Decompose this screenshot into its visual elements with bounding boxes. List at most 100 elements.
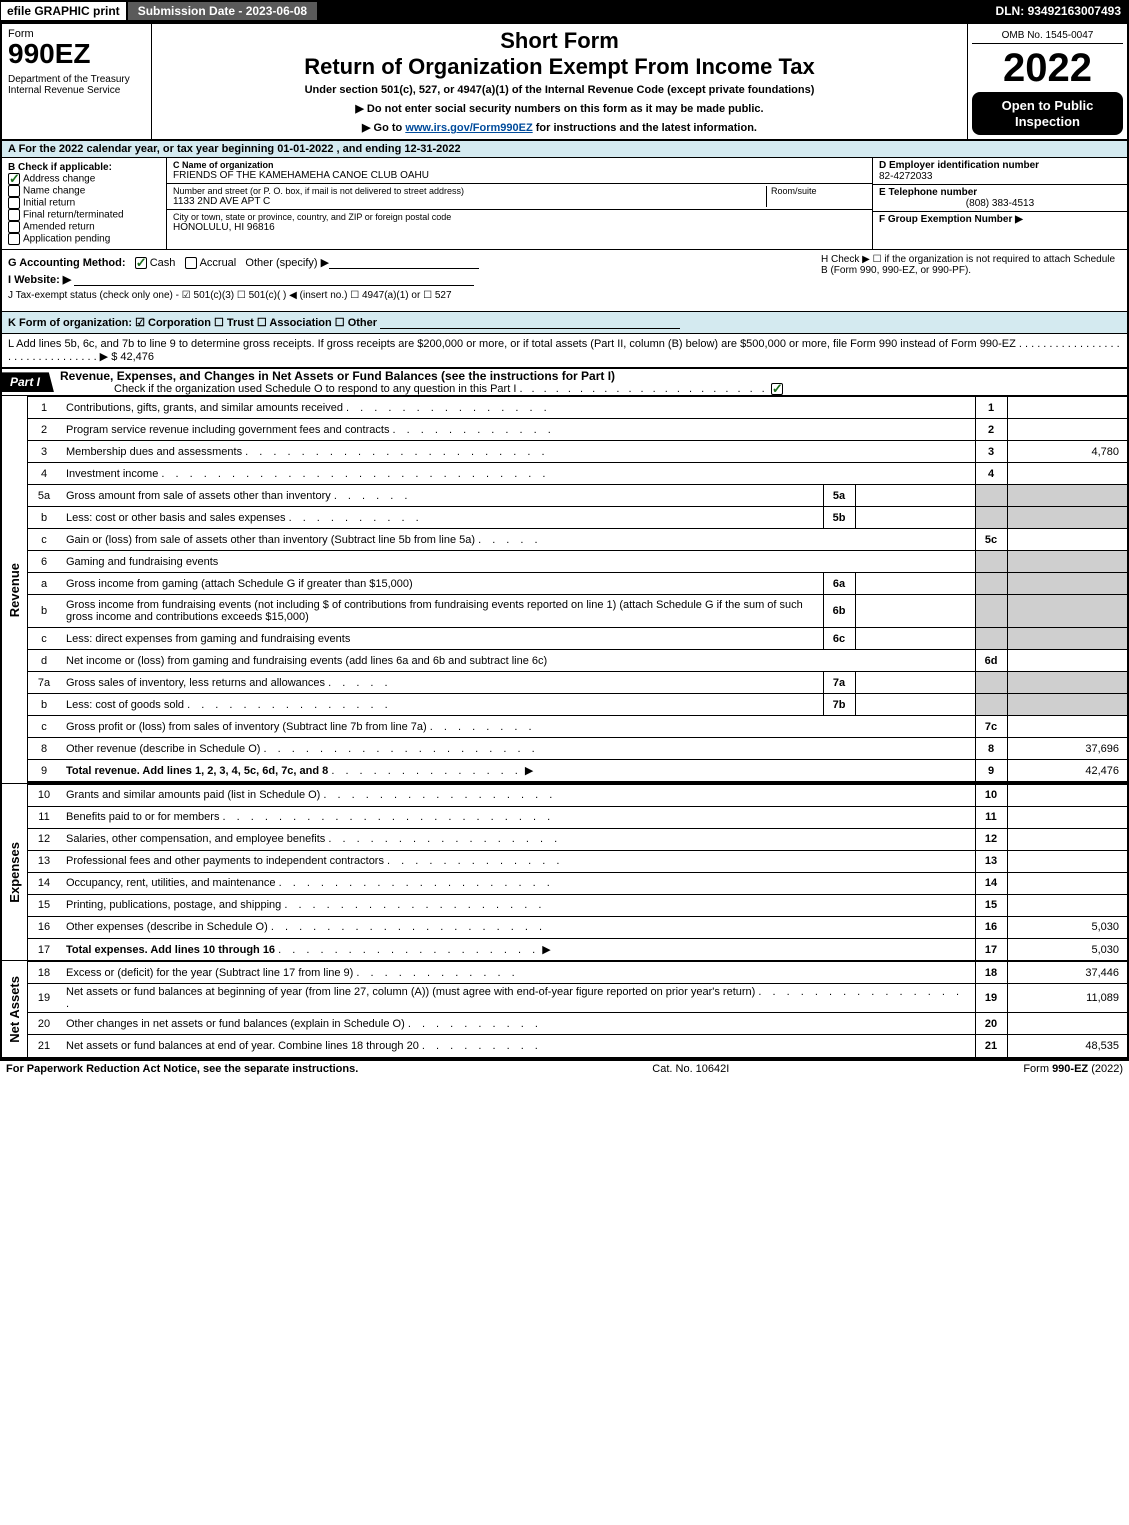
ending-balance-value: 48,535 (1007, 1035, 1127, 1057)
total-revenue-value: 42,476 (1007, 760, 1127, 782)
section-h: H Check ▶ ☐ if the organization is not r… (821, 254, 1121, 276)
other-expenses-value: 5,030 (1007, 916, 1127, 938)
form-number: 990EZ (8, 40, 145, 68)
checkbox-icon (8, 197, 20, 209)
line-8: 8 Other revenue (describe in Schedule O)… (28, 738, 1127, 760)
checkbox-icon (8, 209, 20, 221)
city-cell: City or town, state or province, country… (167, 210, 872, 235)
room-suite-label: Room/suite (771, 186, 866, 196)
short-form-title: Short Form (160, 28, 959, 54)
form-container: Form 990EZ Department of the Treasury In… (0, 22, 1129, 1059)
revenue-label-vertical: Revenue (2, 396, 28, 783)
submission-date: Submission Date - 2023-06-08 (127, 1, 318, 21)
other-revenue-value: 37,696 (1007, 738, 1127, 760)
revenue-block: Revenue 1 Contributions, gifts, grants, … (2, 396, 1127, 783)
part-1-title: Revenue, Expenses, and Changes in Net As… (54, 369, 615, 383)
line-6: 6 Gaming and fundraising events (28, 551, 1127, 573)
ein-cell: D Employer identification number 82-4272… (873, 158, 1127, 185)
checkbox-icon (8, 233, 20, 245)
dln: DLN: 93492163007493 (996, 4, 1129, 18)
check-amended-return[interactable]: Amended return (8, 221, 160, 233)
footer-right: Form 990-EZ (2022) (1023, 1063, 1123, 1075)
efile-graphic-print[interactable]: efile GRAPHIC print (0, 1, 127, 21)
org-name: FRIENDS OF THE KAMEHAMEHA CANOE CLUB OAH… (173, 170, 866, 181)
line-6c: c Less: direct expenses from gaming and … (28, 628, 1127, 650)
header-row: Form 990EZ Department of the Treasury In… (2, 24, 1127, 141)
line-5c: c Gain or (loss) from sale of assets oth… (28, 529, 1127, 551)
section-d-e-f: D Employer identification number 82-4272… (872, 158, 1127, 249)
net-assets-table: 18 Excess or (deficit) for the year (Sub… (28, 961, 1127, 1057)
line-3: 3 Membership dues and assessments . . . … (28, 441, 1127, 463)
org-name-cell: C Name of organization FRIENDS OF THE KA… (167, 158, 872, 184)
line-13: 13 Professional fees and other payments … (28, 850, 1127, 872)
department: Department of the Treasury Internal Reve… (8, 74, 145, 96)
footer-center: Cat. No. 10642I (652, 1063, 729, 1075)
line-7a: 7a Gross sales of inventory, less return… (28, 672, 1127, 694)
schedule-o-checkbox[interactable] (771, 383, 783, 395)
line-11: 11 Benefits paid to or for members . . .… (28, 806, 1127, 828)
gross-receipts-value: $ 42,476 (111, 351, 154, 363)
net-assets-block: Net Assets 18 Excess or (deficit) for th… (2, 960, 1127, 1057)
check-name-change[interactable]: Name change (8, 185, 160, 197)
note-1: ▶ Do not enter social security numbers o… (160, 102, 959, 115)
section-j: J Tax-exempt status (check only one) - ☑… (8, 290, 1121, 301)
membership-dues-value: 4,780 (1007, 441, 1127, 463)
group-exemption-cell: F Group Exemption Number ▶ (873, 212, 1127, 227)
line-12: 12 Salaries, other compensation, and emp… (28, 828, 1127, 850)
header-left: Form 990EZ Department of the Treasury In… (2, 24, 152, 139)
tel-value: (808) 383-4513 (879, 198, 1121, 209)
ein-value: 82-4272033 (879, 171, 1121, 182)
line-20: 20 Other changes in net assets or fund b… (28, 1013, 1127, 1035)
part-1-tab: Part I (2, 372, 54, 392)
part-1-header: Part I Revenue, Expenses, and Changes in… (2, 369, 1127, 396)
line-6d: d Net income or (loss) from gaming and f… (28, 650, 1127, 672)
revenue-table: 1 Contributions, gifts, grants, and simi… (28, 396, 1127, 783)
line-10: 10 Grants and similar amounts paid (list… (28, 784, 1127, 806)
expenses-table: 10 Grants and similar amounts paid (list… (28, 784, 1127, 961)
line-6a: a Gross income from gaming (attach Sched… (28, 573, 1127, 595)
line-1: 1 Contributions, gifts, grants, and simi… (28, 397, 1127, 419)
city-state-zip: HONOLULU, HI 96816 (173, 222, 866, 233)
section-g-h-i-j: G Accounting Method: Cash Accrual Other … (2, 250, 1127, 312)
excess-deficit-value: 37,446 (1007, 962, 1127, 984)
street-cell: Number and street (or P. O. box, if mail… (167, 184, 872, 210)
line-7c: c Gross profit or (loss) from sales of i… (28, 716, 1127, 738)
total-expenses-value: 5,030 (1007, 938, 1127, 960)
line-19: 19 Net assets or fund balances at beginn… (28, 984, 1127, 1013)
header-center: Short Form Return of Organization Exempt… (152, 24, 967, 139)
check-initial-return[interactable]: Initial return (8, 197, 160, 209)
line-5b: b Less: cost or other basis and sales ex… (28, 507, 1127, 529)
line-21: 21 Net assets or fund balances at end of… (28, 1035, 1127, 1057)
dln-value: 93492163007493 (1028, 4, 1121, 18)
footer-left: For Paperwork Reduction Act Notice, see … (6, 1063, 358, 1075)
irs-link[interactable]: www.irs.gov/Form990EZ (405, 122, 532, 134)
other-specify-line (329, 256, 479, 269)
checkbox-icon (8, 185, 20, 197)
line-6b: b Gross income from fundraising events (… (28, 595, 1127, 628)
section-k: K Form of organization: ☑ Corporation ☐ … (2, 312, 1127, 334)
checkbox-icon (8, 221, 20, 233)
line-4: 4 Investment income . . . . . . . . . . … (28, 463, 1127, 485)
section-b: B Check if applicable: Address change Na… (2, 158, 167, 249)
dln-label: DLN: (996, 4, 1025, 18)
header-right: OMB No. 1545-0047 2022 Open to Public In… (967, 24, 1127, 139)
line-14: 14 Occupancy, rent, utilities, and maint… (28, 872, 1127, 894)
checkbox-icon (8, 173, 20, 185)
website-line (74, 273, 474, 286)
street-address: 1133 2ND AVE APT C (173, 196, 766, 207)
beginning-balance-value: 11,089 (1007, 984, 1127, 1013)
expenses-block: Expenses 10 Grants and similar amounts p… (2, 783, 1127, 961)
check-application-pending[interactable]: Application pending (8, 233, 160, 245)
expenses-label-vertical: Expenses (2, 784, 28, 961)
check-address-change[interactable]: Address change (8, 173, 160, 185)
open-to-public-badge: Open to Public Inspection (972, 92, 1123, 135)
tel-cell: E Telephone number (808) 383-4513 (873, 185, 1127, 212)
under-section: Under section 501(c), 527, or 4947(a)(1)… (160, 84, 959, 96)
return-title: Return of Organization Exempt From Incom… (160, 54, 959, 80)
section-a: A For the 2022 calendar year, or tax yea… (2, 141, 1127, 158)
section-b-through-f: B Check if applicable: Address change Na… (2, 158, 1127, 250)
net-assets-label-vertical: Net Assets (2, 961, 28, 1057)
omb-number: OMB No. 1545-0047 (972, 28, 1123, 44)
check-final-return[interactable]: Final return/terminated (8, 209, 160, 221)
line-16: 16 Other expenses (describe in Schedule … (28, 916, 1127, 938)
